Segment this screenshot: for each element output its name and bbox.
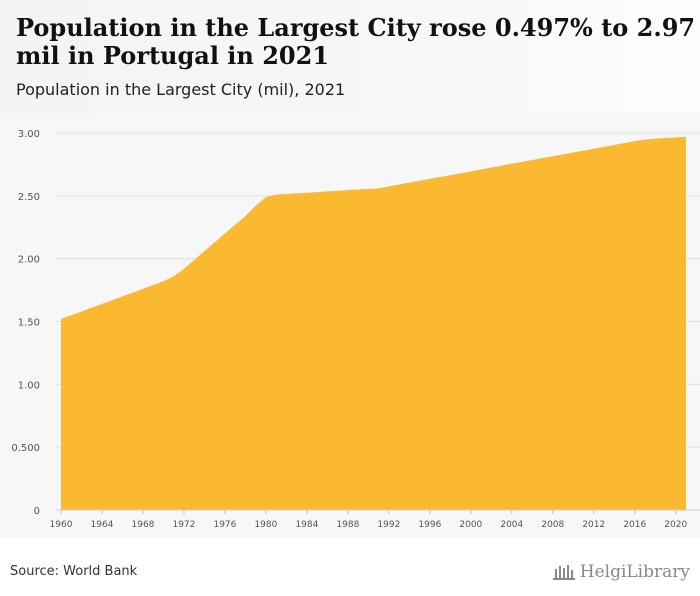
data-point <box>510 162 513 165</box>
data-point <box>182 267 185 270</box>
data-point <box>70 314 73 317</box>
data-point <box>100 302 103 305</box>
x-tick-label: 1968 <box>132 520 155 530</box>
data-point <box>572 151 575 154</box>
y-tick-label: 1.00 <box>18 380 40 391</box>
source-note: Source: World Bank <box>10 564 138 579</box>
area-chart: 0 0.500 1.00 1.50 2.00 2.50 3.00 1960 1964 1968 19… <box>11 129 700 530</box>
data-point <box>295 192 298 195</box>
data-point <box>346 189 349 192</box>
data-point <box>418 179 421 182</box>
data-point <box>449 174 452 177</box>
data-point <box>264 196 267 199</box>
y-tick-label: 0 <box>34 506 40 517</box>
x-tick-label: 1964 <box>91 520 114 530</box>
logo-text: HelgiLibrary <box>579 562 690 582</box>
data-point <box>234 223 237 226</box>
data-point <box>603 145 606 148</box>
data-point <box>644 138 647 141</box>
x-tick-label: 1980 <box>254 520 277 530</box>
data-point <box>213 241 216 244</box>
data-point <box>469 170 472 173</box>
x-tick-label: 2020 <box>664 520 687 530</box>
data-point <box>459 172 462 175</box>
data-point <box>490 166 493 169</box>
data-point <box>654 137 657 140</box>
data-point <box>172 275 175 278</box>
data-point <box>674 136 677 139</box>
x-tick-label: 2000 <box>459 520 482 530</box>
x-tick-label: 1976 <box>213 520 236 530</box>
y-tick-label: 0.500 <box>11 443 40 454</box>
library-building-icon <box>552 565 575 580</box>
data-point <box>357 188 360 191</box>
chart-subtitle: Population in the Largest City (mil), 20… <box>16 80 346 99</box>
data-point <box>141 287 144 290</box>
x-tick-label: 1984 <box>295 520 318 530</box>
x-tick-label: 2004 <box>500 520 523 530</box>
data-point <box>439 175 442 178</box>
x-tick-label: 2012 <box>582 520 605 530</box>
data-point <box>254 204 257 207</box>
header-band <box>0 0 700 113</box>
data-point <box>613 143 616 146</box>
data-point <box>623 142 626 145</box>
y-tick-label: 2.50 <box>18 192 40 203</box>
data-point <box>633 140 636 143</box>
data-point <box>500 164 503 167</box>
x-tick-label: 1972 <box>172 520 195 530</box>
x-tick-label: 1996 <box>418 520 441 530</box>
data-point <box>480 168 483 171</box>
data-point <box>428 177 431 180</box>
data-point <box>521 160 524 163</box>
data-point <box>193 258 196 261</box>
x-tick-label: 2016 <box>623 520 646 530</box>
y-tick-label: 2.00 <box>18 255 40 266</box>
data-point <box>541 157 544 160</box>
data-point <box>367 187 370 190</box>
data-point <box>275 193 278 196</box>
data-point <box>387 185 390 188</box>
data-point <box>285 192 288 195</box>
data-point <box>60 317 63 320</box>
data-point <box>592 147 595 150</box>
data-point <box>326 190 329 193</box>
x-tick-label: 1992 <box>377 520 400 530</box>
data-point <box>377 187 380 190</box>
data-point <box>162 280 165 283</box>
area-series <box>61 136 686 510</box>
data-point <box>551 155 554 158</box>
data-point <box>152 284 155 287</box>
y-tick-label: 3.00 <box>18 129 40 140</box>
data-point <box>121 295 124 298</box>
data-point <box>131 291 134 294</box>
data-point <box>223 232 226 235</box>
data-point <box>685 135 688 138</box>
x-tick-label: 2008 <box>541 520 564 530</box>
data-point <box>408 181 411 184</box>
data-point <box>531 159 534 162</box>
helgilibrary-logo[interactable]: HelgiLibrary <box>552 562 690 582</box>
data-point <box>582 149 585 152</box>
data-point <box>80 310 83 313</box>
page-title: Population in the Largest City rose 0.49… <box>16 13 696 70</box>
data-point <box>203 250 206 253</box>
data-point <box>336 189 339 192</box>
x-tick-label: 1988 <box>336 520 359 530</box>
data-point <box>562 153 565 156</box>
data-point <box>305 191 308 194</box>
data-point <box>664 137 667 140</box>
x-tick-label: 1960 <box>50 520 73 530</box>
data-point <box>316 191 319 194</box>
y-tick-label: 1.50 <box>18 318 40 329</box>
data-point <box>90 306 93 309</box>
data-point <box>111 299 114 302</box>
data-point <box>398 183 401 186</box>
data-point <box>244 214 247 217</box>
